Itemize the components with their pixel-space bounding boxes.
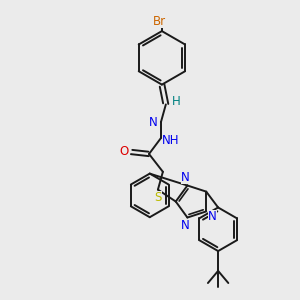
- Text: O: O: [120, 146, 129, 158]
- Text: NH: NH: [162, 134, 180, 147]
- Text: N: N: [181, 172, 189, 184]
- Text: H: H: [172, 95, 181, 108]
- Text: N: N: [148, 116, 157, 129]
- Text: N: N: [208, 210, 217, 223]
- Text: S: S: [154, 191, 162, 204]
- Text: Br: Br: [153, 15, 167, 28]
- Text: N: N: [181, 219, 189, 232]
